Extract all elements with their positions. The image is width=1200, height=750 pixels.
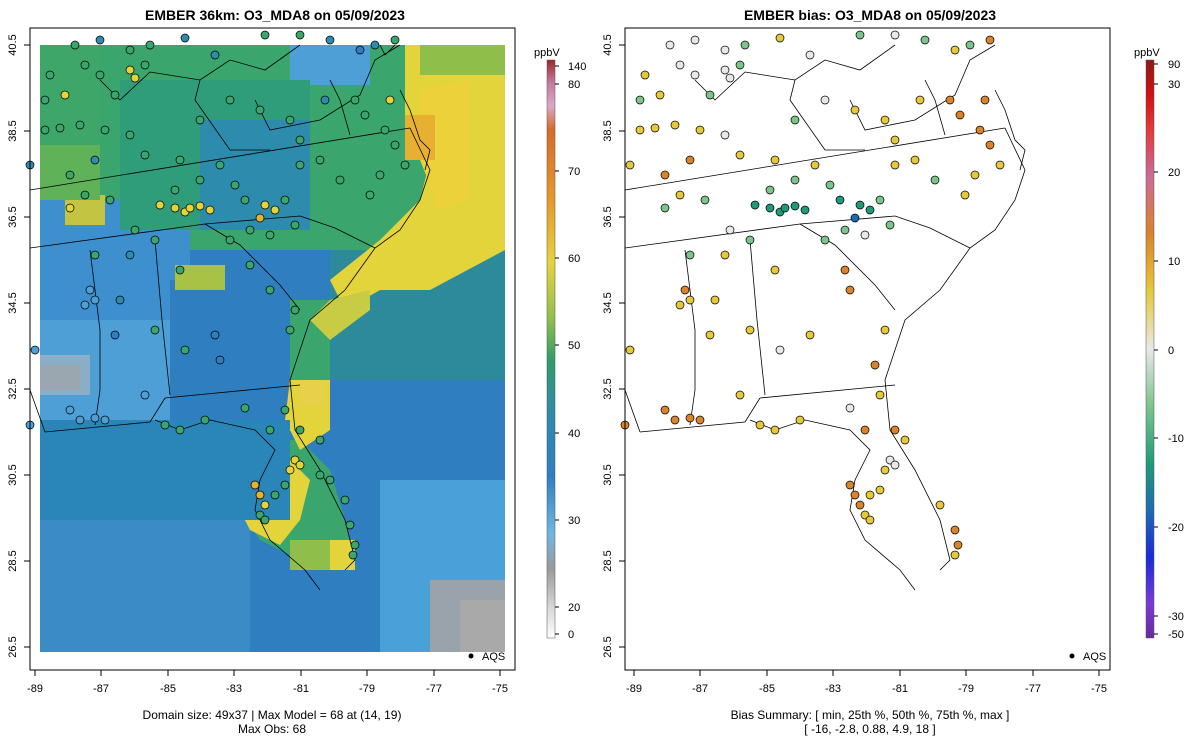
- right-cbar-tick-5: -10: [1168, 433, 1184, 445]
- right-title: EMBER bias: O3_MDA8 on 05/09/2023: [744, 7, 996, 23]
- right-cbar-tick-8: -50: [1168, 629, 1184, 641]
- left-title: EMBER 36km: O3_MDA8 on 05/09/2023: [145, 7, 405, 23]
- left-x-axis: -89 -87 -85 -83 -81 -79 -77 -75: [27, 670, 508, 695]
- left-station-dots: [25, 30, 410, 560]
- right-caption-line1: Bias Summary: [ min, 25th %, 50th %, 75t…: [731, 708, 1010, 722]
- right-x-axis: -89 -87 -85 -83 -81 -79 -77 -75: [626, 670, 1107, 695]
- left-xtick-6: -77: [426, 683, 442, 695]
- right-station-dots: [620, 30, 1005, 560]
- left-caption-line1: Domain size: 49x37 | Max Model = 68 at (…: [143, 708, 402, 722]
- left-ytick-3: 34.5: [7, 292, 19, 313]
- right-cbar-tick-2: 20: [1168, 167, 1180, 179]
- left-xtick-4: -81: [293, 683, 309, 695]
- right-cbar-tick-3: 10: [1168, 256, 1180, 268]
- left-cbar-tick-3: 60: [568, 253, 580, 265]
- left-xtick-0: -89: [27, 683, 43, 695]
- left-xtick-2: -85: [160, 683, 176, 695]
- left-ytick-7: 26.5: [7, 636, 19, 657]
- right-xtick-3: -83: [825, 683, 841, 695]
- right-ytick-0: 40.5: [602, 34, 614, 55]
- right-ytick-7: 26.5: [602, 636, 614, 657]
- right-y-axis: 40.5 38.5 36.5 34.5 32.5 30.5 28.5 26.5: [602, 34, 625, 658]
- left-ytick-5: 30.5: [7, 464, 19, 485]
- right-plot-frame: [624, 27, 1111, 671]
- right-cbar-tick-1: 30: [1168, 79, 1180, 91]
- left-xtick-3: -83: [226, 683, 242, 695]
- left-cbar-tick-5: 40: [568, 428, 580, 440]
- left-y-axis: 40.5 38.5 36.5 34.5 32.5 30.5 28.5 26.5: [7, 34, 30, 658]
- right-xtick-7: -75: [1091, 683, 1107, 695]
- left-cbar-tick-4: 50: [568, 340, 580, 352]
- right-xtick-1: -87: [692, 683, 708, 695]
- right-ytick-4: 32.5: [602, 378, 614, 399]
- right-ytick-1: 38.5: [602, 120, 614, 141]
- right-cbar-tick-4: 0: [1168, 345, 1174, 357]
- right-cbar-tick-0: 90: [1168, 59, 1180, 71]
- left-ytick-0: 40.5: [7, 34, 19, 55]
- left-cbar-tick-6: 30: [568, 515, 580, 527]
- left-ytick-2: 36.5: [7, 206, 19, 227]
- left-aqs-legend-label: AQS: [482, 651, 505, 663]
- left-cbar-tick-2: 70: [568, 166, 580, 178]
- left-aqs-legend-dot: [468, 653, 474, 659]
- left-xtick-5: -79: [359, 683, 375, 695]
- right-xtick-5: -79: [958, 683, 974, 695]
- right-aqs-legend-dot: [1069, 653, 1075, 659]
- right-ytick-6: 28.5: [602, 550, 614, 571]
- right-aqs-legend-label: AQS: [1083, 651, 1106, 663]
- left-model-field: [40, 45, 505, 652]
- left-ytick-1: 38.5: [7, 120, 19, 141]
- left-cbar-tick-0: 140: [568, 61, 586, 73]
- left-cbar-tick-1: 80: [568, 79, 580, 91]
- right-xtick-6: -77: [1025, 683, 1041, 695]
- left-caption-line2: Max Obs: 68: [238, 722, 306, 736]
- right-caption-line2: [ -16, -2.8, 0.88, 4.9, 18 ]: [804, 722, 935, 736]
- left-colorbar: ppbV 140 80 70 60 50 40 30 20 0: [534, 47, 586, 641]
- right-xtick-4: -81: [892, 683, 908, 695]
- left-ytick-6: 28.5: [7, 550, 19, 571]
- right-ytick-2: 36.5: [602, 206, 614, 227]
- right-cbar-tick-6: -20: [1168, 522, 1184, 534]
- right-state-boundaries: [624, 44, 1026, 591]
- left-xtick-7: -75: [492, 683, 508, 695]
- left-cbar-tick-8: 0: [568, 629, 574, 641]
- right-cbar-tick-7: -30: [1168, 611, 1184, 623]
- right-colorbar-unit: ppbV: [1134, 47, 1160, 59]
- right-ytick-3: 34.5: [602, 292, 614, 313]
- right-xtick-0: -89: [626, 683, 642, 695]
- left-plot-frame: [29, 27, 516, 671]
- left-ytick-4: 32.5: [7, 378, 19, 399]
- right-colorbar: ppbV 90 30 20 10 0 -10 -20 -30 -50: [1134, 47, 1184, 641]
- right-xtick-2: -85: [759, 683, 775, 695]
- left-cbar-tick-7: 20: [568, 602, 580, 614]
- left-colorbar-unit: ppbV: [534, 47, 560, 59]
- left-state-boundaries: [29, 44, 431, 591]
- left-xtick-1: -87: [93, 683, 109, 695]
- right-ytick-5: 30.5: [602, 464, 614, 485]
